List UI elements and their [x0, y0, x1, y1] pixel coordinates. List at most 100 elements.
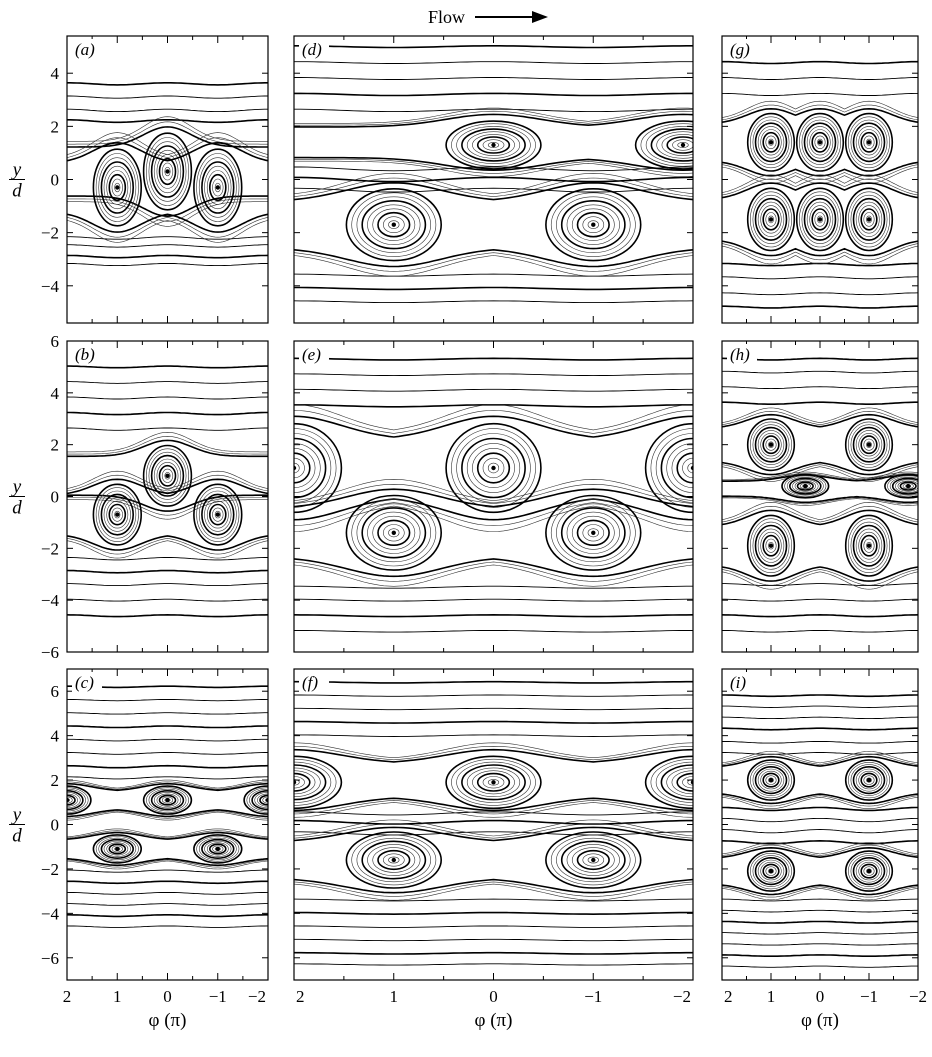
separatrix — [294, 561, 693, 582]
vortex-loop — [850, 119, 888, 165]
vortex-core — [215, 512, 220, 517]
vortex-loop — [158, 794, 177, 806]
y-tick-label: 0 — [51, 171, 60, 190]
separatrix — [722, 505, 918, 523]
streamline-field — [294, 45, 693, 304]
streamline — [722, 401, 918, 405]
vortex-loop — [158, 464, 177, 487]
vortex-loop — [850, 855, 888, 887]
vortex-core — [115, 512, 120, 517]
streamline — [722, 705, 918, 708]
separatrix — [294, 410, 693, 434]
streamline-field — [722, 694, 918, 968]
panel-frame — [293, 340, 694, 653]
streamline — [67, 95, 268, 99]
separatrix — [67, 781, 268, 790]
streamline — [294, 734, 693, 737]
streamline — [722, 829, 918, 834]
streamline — [722, 292, 918, 296]
vortex-core — [906, 483, 911, 489]
separatrix — [722, 407, 918, 423]
separatrix — [294, 748, 693, 763]
vortex-loop — [476, 772, 511, 792]
vortex-loop — [682, 457, 693, 479]
vortex-loop — [67, 790, 84, 811]
separatrix — [722, 795, 918, 807]
vortex-loop — [752, 424, 790, 466]
vortex-loop — [164, 166, 171, 177]
vortex-loop — [377, 211, 411, 238]
vortex-core — [768, 868, 774, 874]
streamline — [67, 880, 268, 885]
vortex-loop — [798, 191, 841, 248]
streamline — [294, 373, 693, 377]
vortex-loop — [92, 148, 143, 227]
vortex-loop — [765, 866, 777, 876]
separatrix — [294, 883, 693, 901]
vortex-core — [866, 543, 872, 548]
streamline — [722, 598, 918, 602]
panel-label: (d) — [302, 40, 322, 59]
vortex-loop — [781, 473, 830, 499]
vortex-loop — [650, 128, 693, 162]
vortex-loop — [153, 149, 182, 194]
vortex-loop — [754, 765, 788, 795]
vortex-core — [165, 797, 170, 803]
vortex-loop — [382, 216, 405, 233]
vortex-loop — [566, 844, 620, 876]
streamline-field — [67, 82, 268, 267]
vortex-loop — [860, 534, 878, 557]
streamline — [294, 630, 693, 633]
vortex-loop — [858, 531, 880, 560]
vortex-loop — [760, 433, 782, 457]
separatrix — [67, 782, 268, 792]
separatrix — [294, 415, 693, 438]
vortex-loop — [372, 847, 416, 873]
vortex-loop — [752, 194, 790, 244]
vortex-loop — [196, 153, 240, 222]
streamline — [722, 898, 918, 902]
vortex-loop — [560, 507, 626, 559]
streamline — [722, 943, 918, 946]
vortex-loop — [844, 112, 894, 172]
vortex-loop — [852, 524, 886, 567]
panel-frame — [66, 668, 269, 981]
x-axis-title: φ (π) — [149, 1010, 187, 1031]
separatrix — [67, 141, 268, 162]
vortex-loop — [806, 126, 834, 159]
vortex-loop — [801, 119, 839, 165]
streamline-field — [67, 685, 268, 928]
vortex-loop — [587, 856, 599, 864]
separatrix — [294, 172, 693, 195]
vortex-loop — [367, 511, 421, 554]
y-axis-label-denominator: d — [12, 498, 22, 519]
vortex-loop — [451, 758, 536, 806]
streamline — [67, 725, 268, 729]
vortex-loop — [850, 521, 888, 570]
streamline — [67, 903, 268, 906]
vortex-loop — [754, 856, 788, 886]
x-axis-title: φ (π) — [801, 1010, 839, 1031]
streamline — [67, 557, 268, 561]
vortex-loop — [847, 852, 890, 890]
vortex-core — [768, 217, 774, 222]
vortex-loop — [106, 500, 129, 529]
separatrix — [722, 884, 918, 896]
separatrix — [67, 809, 268, 818]
streamline — [67, 365, 268, 369]
streamline — [722, 920, 918, 924]
vortex-loop — [461, 437, 526, 499]
vortex-loop — [792, 479, 819, 493]
separatrix — [294, 502, 693, 526]
x-tick-label: −2 — [248, 987, 266, 1006]
vortex-loop — [294, 457, 305, 479]
vortex-loop — [111, 845, 123, 853]
streamline — [67, 583, 268, 587]
separatrix — [294, 797, 693, 812]
streamline — [722, 276, 918, 280]
vortex-loop — [671, 770, 693, 795]
separatrix — [294, 745, 693, 761]
vortex-loop — [852, 856, 886, 886]
vortex-loop — [98, 157, 137, 218]
panel-f: (f) — [293, 668, 694, 981]
